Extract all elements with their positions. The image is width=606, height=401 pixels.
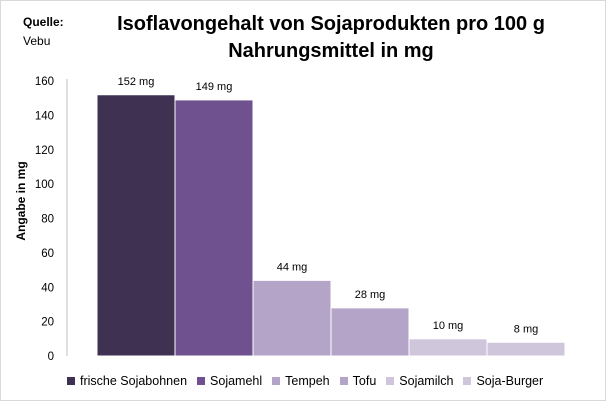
legend-label: Sojamilch bbox=[399, 374, 454, 388]
legend-swatch bbox=[386, 377, 395, 385]
legend-item: Sojamilch bbox=[386, 374, 453, 388]
legend-swatch bbox=[67, 377, 75, 385]
legend-label: Sojamehl bbox=[210, 374, 263, 388]
data-label-6: 8 mg bbox=[514, 323, 538, 335]
legend-label: Tofu bbox=[352, 374, 377, 388]
legend-label: Tempeh bbox=[285, 374, 330, 388]
y-tick-label: 80 bbox=[41, 214, 54, 226]
y-tick-label: 40 bbox=[41, 282, 54, 294]
bar-3 bbox=[252, 279, 332, 357]
data-label-5: 10 mg bbox=[433, 320, 464, 332]
legend-item: frische Sojabohnen bbox=[67, 374, 187, 388]
legend-swatch bbox=[339, 377, 348, 385]
bar-5 bbox=[408, 338, 488, 357]
chart-title-line-2: Nahrungsmittel in mg bbox=[228, 40, 434, 62]
y-tick-label: 20 bbox=[41, 317, 54, 329]
legend-label: Soja-Burger bbox=[476, 374, 544, 388]
chart-title: Isoflavongehalt von Sojaprodukten pro 10… bbox=[61, 11, 601, 65]
data-label-4: 28 mg bbox=[355, 289, 386, 301]
legend-item: Tempeh bbox=[272, 374, 330, 388]
legend-swatch bbox=[272, 377, 281, 385]
legend-swatch bbox=[463, 377, 472, 385]
y-tick-label: 60 bbox=[41, 248, 54, 260]
y-tick-label: 0 bbox=[48, 351, 54, 363]
legend-swatch bbox=[197, 377, 206, 385]
data-label-1: 152 mg bbox=[118, 76, 155, 88]
source-value: Vebu bbox=[23, 34, 51, 48]
bar-6 bbox=[486, 341, 566, 357]
legend-item: Tofu bbox=[339, 374, 377, 388]
data-label-2: 149 mg bbox=[196, 81, 233, 93]
chart-title-line-1: Isoflavongehalt von Sojaprodukten pro 10… bbox=[117, 13, 545, 35]
data-label-3: 44 mg bbox=[277, 261, 308, 273]
y-tick-label: 140 bbox=[35, 110, 54, 122]
legend-item: Soja-Burger bbox=[463, 374, 543, 388]
bar-1 bbox=[96, 94, 176, 357]
bar-4 bbox=[330, 307, 410, 357]
bar-2 bbox=[174, 99, 254, 357]
source-label: Quelle: bbox=[23, 15, 64, 29]
legend-label: frische Sojabohnen bbox=[80, 374, 188, 388]
y-tick-label: 160 bbox=[35, 76, 54, 88]
legend-item: Sojamehl bbox=[197, 374, 262, 388]
legend: frische Sojabohnen Sojamehl Tempeh Tofu Soja… bbox=[67, 373, 543, 389]
y-tick-label: 100 bbox=[35, 179, 54, 191]
y-tick-label: 120 bbox=[35, 145, 54, 157]
